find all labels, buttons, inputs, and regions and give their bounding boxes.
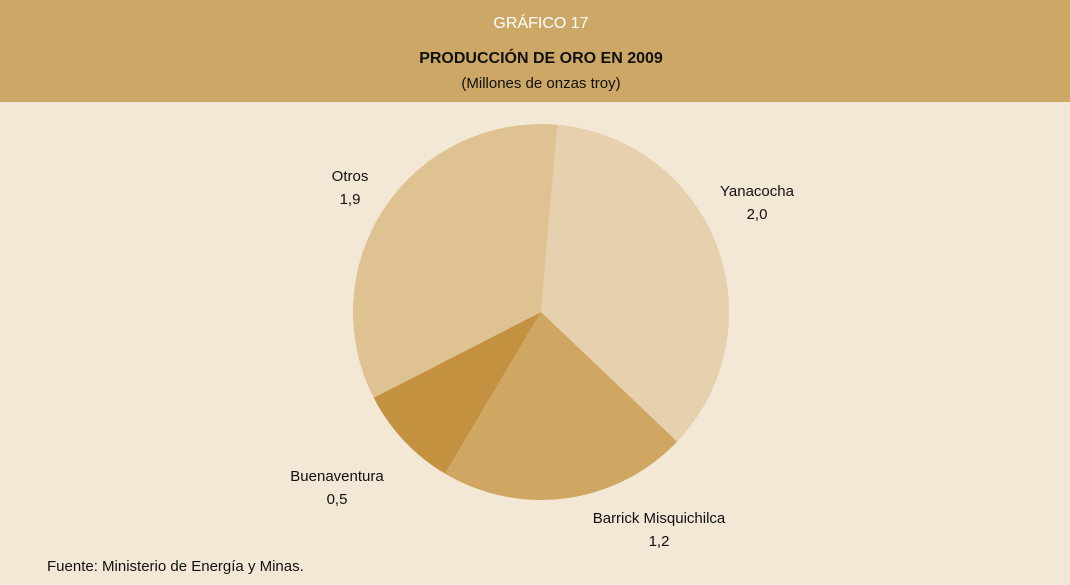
chart-kicker: GRÁFICO 17 — [493, 13, 588, 32]
pie-slice — [373, 312, 541, 474]
slice-label: Barrick Misquichilca — [593, 510, 726, 527]
header-band — [0, 0, 1070, 102]
slice-label: Buenaventura — [290, 468, 384, 485]
chart-subtitle: (Millones de onzas troy) — [461, 75, 620, 92]
slice-value-label: 1,9 — [340, 191, 361, 208]
pie-slice — [444, 312, 678, 500]
slice-value-label: 2,0 — [747, 206, 768, 223]
slice-value-label: 0,5 — [327, 491, 348, 508]
slice-label: Yanacocha — [720, 183, 795, 200]
chart-title: PRODUCCIÓN DE ORO EN 2009 — [419, 48, 663, 67]
pie-slice — [541, 124, 729, 442]
source-note: Fuente: Ministerio de Energía y Minas. — [47, 558, 304, 575]
pie-slice — [353, 123, 558, 398]
slice-value-label: 1,2 — [649, 533, 670, 550]
slice-label: Otros — [332, 168, 369, 185]
